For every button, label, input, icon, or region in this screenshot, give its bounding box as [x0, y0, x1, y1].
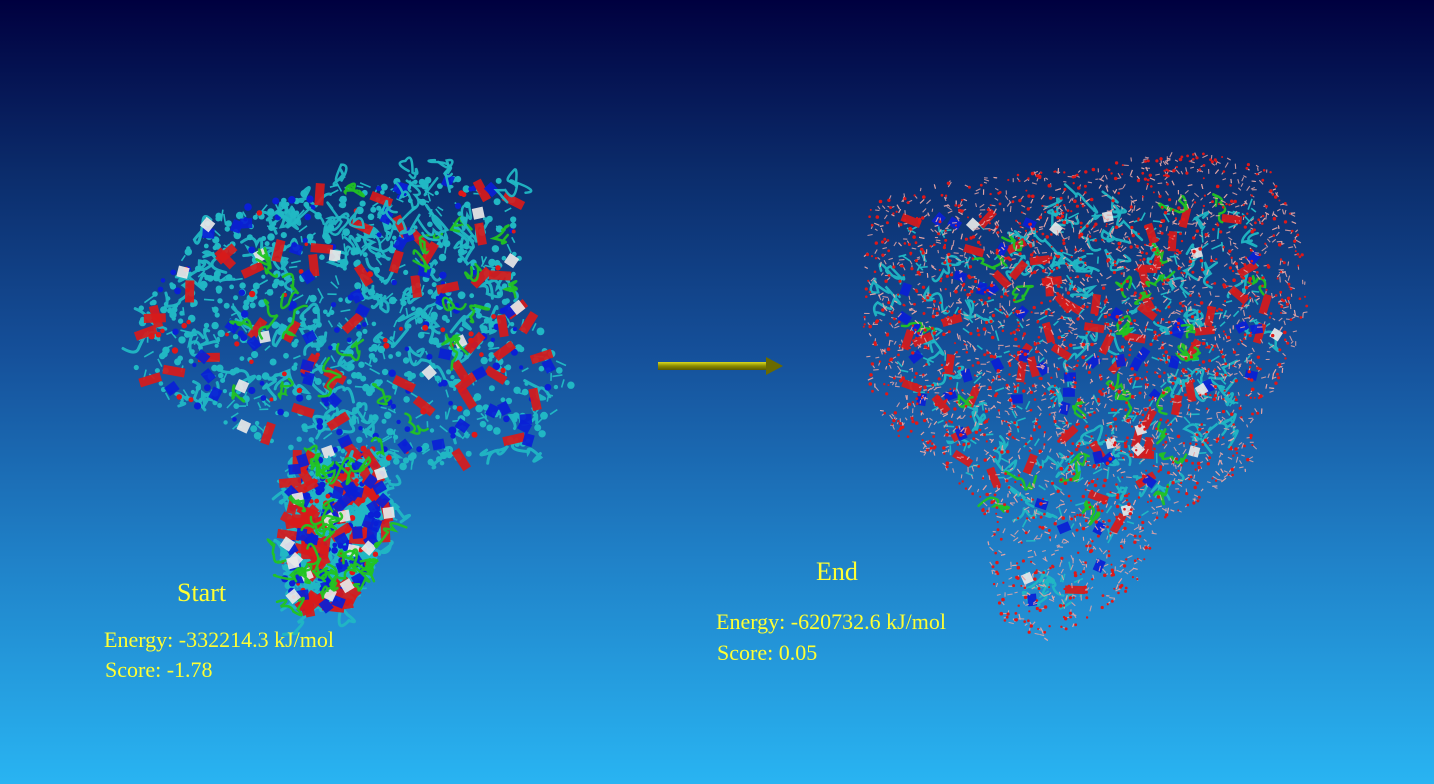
protein-structure-solvated-end	[862, 152, 1309, 641]
transition-arrow-icon	[658, 357, 783, 375]
protein-structure-start	[121, 156, 575, 636]
start-title: Start	[177, 578, 227, 607]
end-title: End	[816, 557, 858, 586]
start-energy: Energy: -332214.3 kJ/mol	[104, 627, 334, 652]
end-score: Score: 0.05	[717, 640, 818, 665]
start-score: Score: -1.78	[105, 657, 213, 682]
end-energy: Energy: -620732.6 kJ/mol	[716, 609, 946, 634]
